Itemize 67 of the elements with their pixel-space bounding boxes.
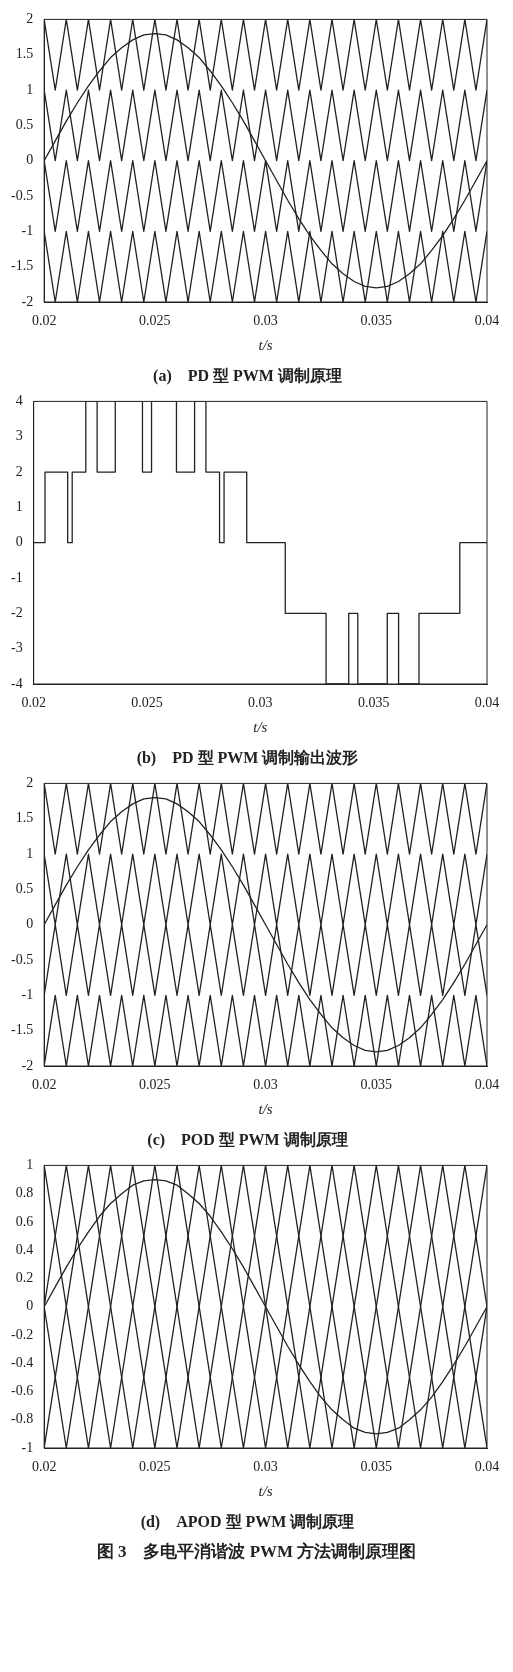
x-tick-label: 0.025 [139, 313, 171, 329]
y-tick-label: -4 [10, 675, 23, 691]
x-tick-label: 0.03 [248, 695, 273, 711]
x-tick-label: 0.035 [360, 313, 393, 329]
x-tick-label: 0.035 [360, 1077, 393, 1093]
x-tick-label: 0.04 [474, 1077, 500, 1093]
y-tick-label: -0.8 [10, 1411, 34, 1427]
x-tick-label: 0.03 [253, 313, 278, 329]
y-tick-label: -0.5 [10, 951, 34, 967]
x-tick-label: 0.03 [253, 1077, 278, 1093]
y-tick-label: 0.8 [15, 1185, 34, 1201]
y-tick-label: -1 [21, 987, 34, 1003]
y-tick-label: 0 [15, 534, 23, 550]
y-tick-label: 0 [26, 916, 34, 932]
y-tick-label: -1 [21, 1439, 34, 1455]
x-axis-title: t/s [258, 336, 273, 353]
x-axis-title: t/s [258, 1100, 273, 1117]
x-tick-label: 0.025 [139, 1459, 171, 1475]
y-tick-label: -1 [21, 223, 34, 239]
y-tick-label: 0.2 [15, 1270, 34, 1286]
y-tick-label: -1 [10, 569, 23, 585]
text: (b) PD 型 PWM 调制输出波形 [136, 748, 359, 767]
x-tick-label: 0.02 [31, 1459, 57, 1475]
x-axis-title: t/s [253, 718, 268, 735]
y-tick-label: -2 [21, 293, 34, 309]
y-tick-label: 0 [26, 1298, 34, 1314]
y-tick-label: 2 [26, 775, 34, 791]
y-tick-label: -2 [10, 605, 23, 621]
y-tick-label: 0.5 [15, 881, 34, 897]
x-tick-label: 0.035 [360, 1459, 393, 1475]
y-tick-label: -3 [10, 640, 23, 656]
y-tick-label: 1.5 [15, 46, 34, 62]
y-tick-label: 0.6 [15, 1213, 34, 1229]
y-tick-label: -0.4 [10, 1354, 34, 1370]
text: (a) PD 型 PWM 调制原理 [153, 366, 342, 385]
y-tick-label: 1 [26, 845, 34, 861]
y-tick-label: -2 [21, 1057, 34, 1073]
y-tick-label: 1 [15, 499, 23, 515]
x-tick-label: 0.025 [131, 695, 163, 711]
y-tick-label: 4 [15, 393, 23, 409]
caption: 图 3 多电平消谐波 PWM 方法调制原理图 [95, 1541, 418, 1563]
x-tick-label: 0.04 [474, 313, 500, 329]
text: (d) APOD 型 PWM 调制原理 [140, 1512, 355, 1531]
x-tick-label: 0.02 [31, 1077, 57, 1093]
y-tick-label: -1.5 [10, 1022, 34, 1038]
y-tick-label: 2 [15, 463, 23, 479]
x-tick-label: 0.04 [474, 1459, 500, 1475]
y-tick-label: -0.6 [10, 1383, 34, 1399]
x-tick-label: 0.035 [357, 695, 390, 711]
y-tick-label: 0.4 [15, 1241, 34, 1257]
y-tick-label: 3 [15, 428, 23, 444]
x-tick-label: 0.025 [139, 1077, 171, 1093]
y-tick-label: 1 [26, 1157, 34, 1173]
y-tick-label: -1.5 [10, 258, 34, 274]
y-tick-label: 0 [26, 152, 34, 168]
x-tick-label: 0.03 [253, 1459, 278, 1475]
x-tick-label: 0.02 [21, 695, 46, 711]
x-tick-label: 0.04 [474, 695, 500, 711]
y-tick-label: 2 [26, 11, 34, 27]
y-tick-label: -0.2 [10, 1326, 34, 1342]
y-tick-label: 1.5 [15, 810, 34, 826]
text: (c) POD 型 PWM 调制原理 [147, 1130, 348, 1149]
y-tick-label: 0.5 [15, 117, 34, 133]
x-tick-label: 0.02 [31, 313, 57, 329]
x-axis-title: t/s [258, 1482, 273, 1499]
y-tick-label: -0.5 [10, 187, 34, 203]
y-tick-label: 1 [26, 81, 34, 97]
